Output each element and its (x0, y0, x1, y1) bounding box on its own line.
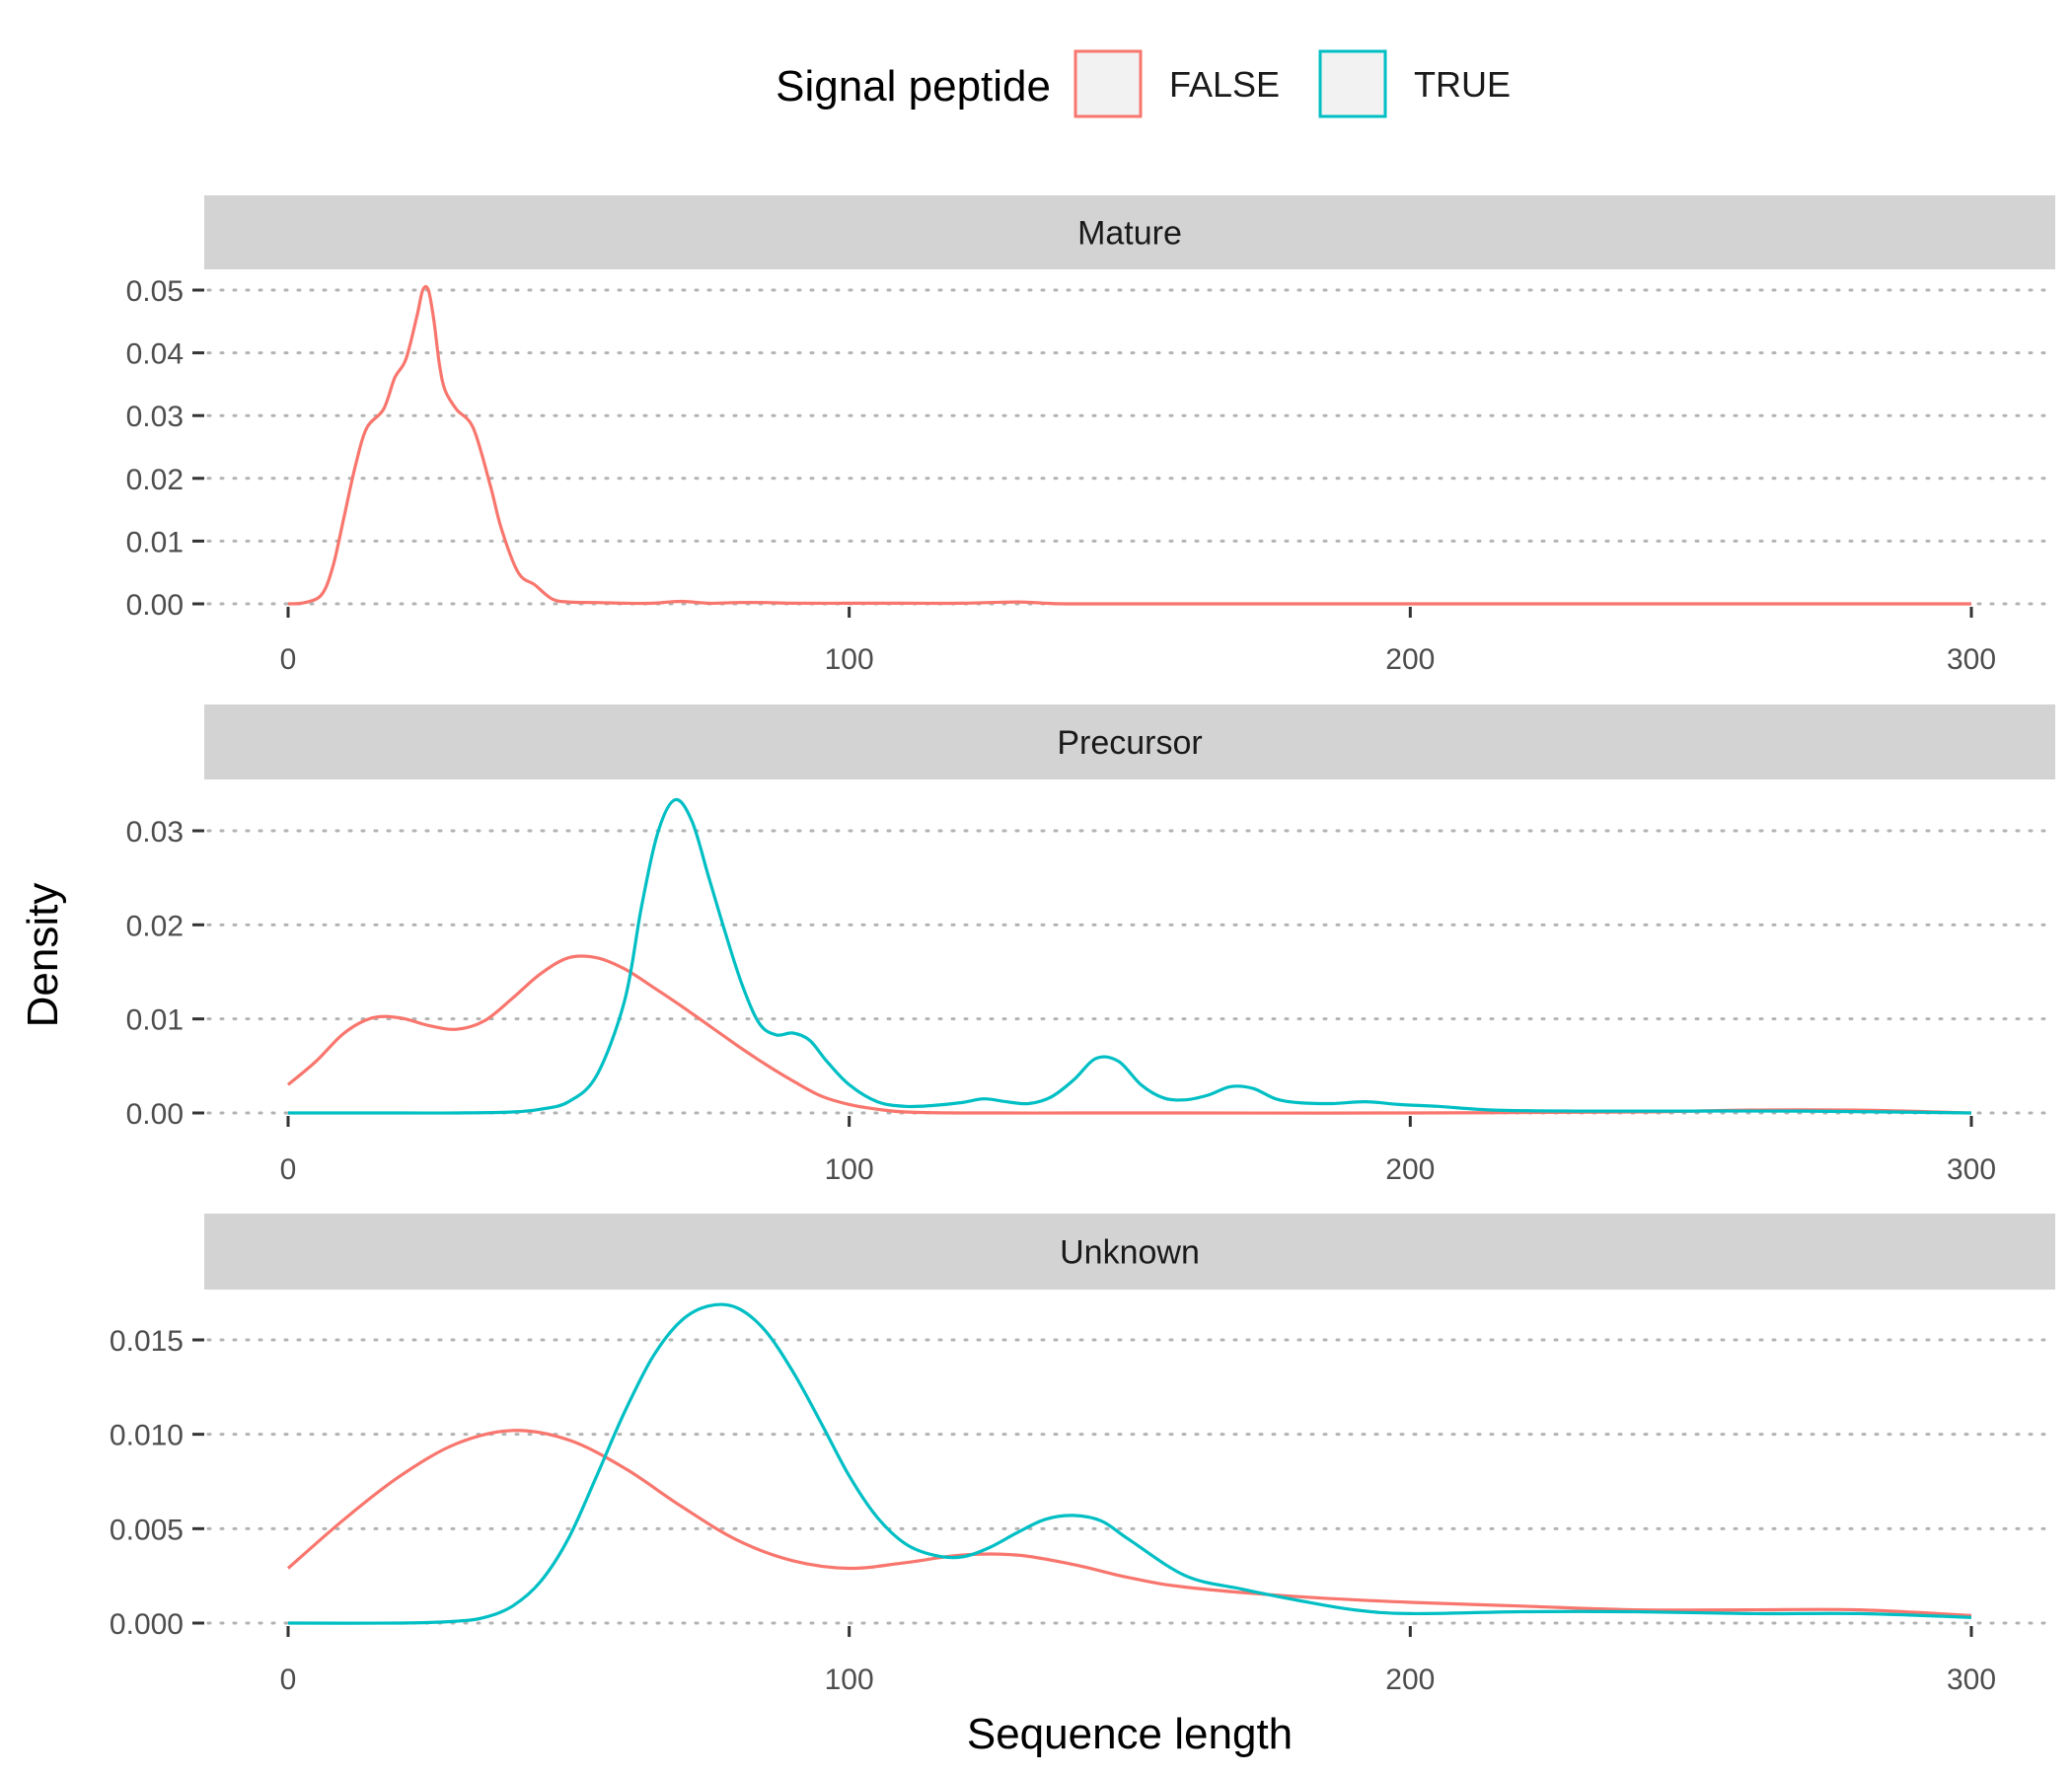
facet-strip-label: Precursor (1057, 724, 1202, 762)
x-axis-title: Sequence length (967, 1710, 1293, 1758)
facet-unknown: Unknown 0.000 0.005 0.010 0.015 0 100 200 300 (110, 1214, 2057, 1696)
legend-title: Signal peptide (776, 62, 1051, 111)
y-tick-label: 0.02 (126, 464, 184, 496)
facet-strip (204, 1214, 2055, 1290)
facet-mature: Mature 0.00 0.01 0.02 0.03 0.04 0.05 0 100 200 300 (126, 195, 2057, 676)
y-tick-label: 0.04 (126, 338, 184, 371)
legend-item-true: TRUE (1318, 49, 1511, 118)
x-tick-label: 100 (825, 1664, 874, 1696)
y-tick-label: 0.01 (126, 526, 184, 558)
y-tick-label: 0.010 (110, 1420, 184, 1452)
facet-strip-label: Unknown (1060, 1234, 1200, 1272)
legend-key (1073, 49, 1143, 118)
density-line-false (287, 284, 1971, 606)
y-tick-label: 0.01 (126, 1004, 184, 1037)
x-tick-label: 100 (825, 1153, 874, 1186)
legend-label: FALSE (1169, 64, 1280, 105)
density-line-false (286, 954, 1972, 1115)
y-tick-label: 0.03 (126, 816, 184, 849)
facet-panels: Mature 0.00 0.01 0.02 0.03 0.04 0.05 0 100 200 300… (110, 195, 2057, 1696)
x-tick-label: 200 (1385, 1664, 1435, 1696)
legend: Signal peptide FALSE TRUE (776, 49, 1511, 118)
x-tick-label: 0 (280, 1664, 297, 1696)
y-tick-label: 0.005 (110, 1514, 184, 1546)
x-tick-label: 200 (1385, 1153, 1435, 1186)
density-line-true (287, 797, 1972, 1115)
x-tick-label: 300 (1947, 643, 1996, 676)
x-tick-label: 300 (1947, 1153, 1996, 1186)
y-axis-title: Density (19, 883, 67, 1028)
legend-item-false: FALSE (1073, 49, 1280, 118)
y-tick-label: 0.02 (126, 910, 184, 942)
facet-strip (204, 195, 2055, 269)
facet-strip-label: Mature (1077, 215, 1182, 253)
legend-items: FALSE TRUE (1073, 49, 1511, 118)
y-tick-label: 0.05 (126, 275, 184, 308)
x-tick-label: 0 (280, 643, 297, 676)
legend-label: TRUE (1414, 64, 1511, 105)
density-line-true (287, 1302, 1972, 1625)
facet-strip (204, 704, 2055, 779)
x-tick-label: 200 (1385, 643, 1435, 676)
y-tick-label: 0.00 (126, 589, 184, 622)
y-tick-label: 0.00 (126, 1098, 184, 1131)
x-tick-label: 0 (280, 1153, 297, 1186)
y-tick-label: 0.03 (126, 401, 184, 433)
legend-key (1318, 49, 1387, 118)
facet-precursor: Precursor 0.00 0.01 0.02 0.03 0 100 200 300 (126, 704, 2057, 1186)
x-tick-label: 300 (1947, 1664, 1996, 1696)
density-line-false (286, 1429, 1972, 1617)
x-tick-label: 100 (825, 643, 874, 676)
y-tick-label: 0.015 (110, 1325, 184, 1358)
y-tick-label: 0.000 (110, 1608, 184, 1641)
